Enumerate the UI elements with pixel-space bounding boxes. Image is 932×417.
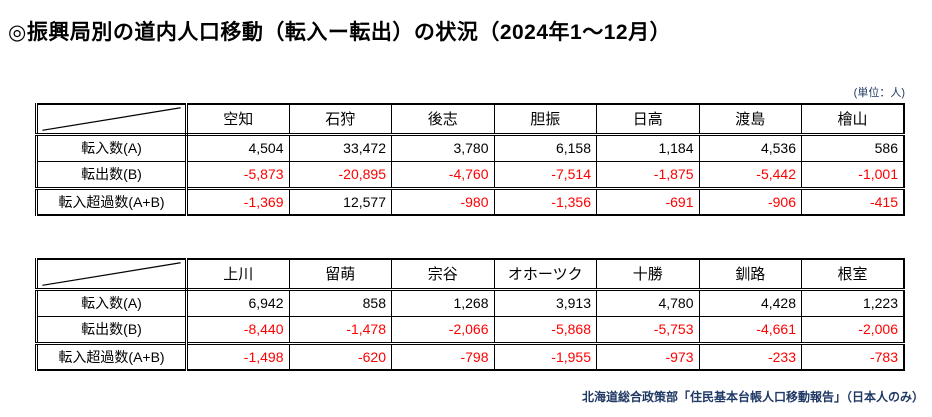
value-cell: -233 (698, 341, 802, 371)
value-cell: 3,780 (391, 133, 495, 162)
header-row: 空知 石狩 後志 胆振 日高 渡島 檜山 (36, 103, 905, 136)
column-header: 釧路 (698, 258, 802, 291)
value-cell: -783 (801, 341, 905, 371)
value-cell: -973 (596, 341, 700, 371)
table-row: 転入数(A) 4,504 33,472 3,780 6,158 1,184 4,536 586 (36, 133, 905, 162)
column-header: 渡島 (698, 103, 802, 136)
value-cell: -5,442 (698, 160, 802, 189)
value-cell: 4,536 (698, 133, 802, 162)
value-cell: 4,780 (596, 288, 700, 317)
column-header: 後志 (391, 103, 495, 136)
value-cell: 586 (801, 133, 905, 162)
value-cell: 33,472 (288, 133, 392, 162)
value-cell: -798 (391, 341, 495, 371)
value-cell: -4,661 (698, 315, 802, 344)
value-cell: -1,369 (186, 186, 290, 216)
value-cell: -8,440 (186, 315, 290, 344)
column-header: オホーツク (493, 258, 597, 291)
table-container-1: 空知 石狩 後志 胆振 日高 渡島 檜山 転入数(A) 4,504 33,472 3,780 6,1… (35, 103, 905, 216)
value-cell: -415 (801, 186, 905, 216)
value-cell: -7,514 (493, 160, 597, 189)
column-header: 上川 (186, 258, 290, 291)
row-header: 転出数(B) (36, 315, 188, 344)
table-row: 転入超過数(A+B) -1,498 -620 -798 -1,955 -973 -233 -7… (36, 341, 905, 371)
header-row: 上川 留萌 宗谷 オホーツク 十勝 釧路 根室 (36, 258, 905, 291)
value-cell: -20,895 (288, 160, 392, 189)
diagonal-line-icon (38, 105, 185, 133)
value-cell: 6,158 (493, 133, 597, 162)
value-cell: 3,913 (493, 288, 597, 317)
row-header: 転入超過数(A+B) (36, 341, 188, 371)
column-header: 胆振 (493, 103, 597, 136)
table-row: 転入超過数(A+B) -1,369 12,577 -980 -1,356 -691 -906… (36, 186, 905, 216)
table-row: 転出数(B) -8,440 -1,478 -2,066 -5,868 -5,753 -4,6… (36, 315, 905, 344)
population-table-2: 上川 留萌 宗谷 オホーツク 十勝 釧路 根室 転入数(A) 6,942 858 1,268 3,9… (35, 258, 905, 371)
value-cell: -2,066 (391, 315, 495, 344)
value-cell: 1,184 (596, 133, 700, 162)
population-table-1: 空知 石狩 後志 胆振 日高 渡島 檜山 転入数(A) 4,504 33,472 3,780 6,1… (35, 103, 905, 216)
value-cell: -5,753 (596, 315, 700, 344)
page-title: ◎振興局別の道内人口移動（転入ー転出）の状況（2024年1～12月） (8, 21, 672, 44)
row-header: 転入超過数(A+B) (36, 186, 188, 216)
value-cell: -1,498 (186, 341, 290, 371)
value-cell: 858 (288, 288, 392, 317)
diagonal-line-icon (38, 260, 185, 288)
table-row: 転入数(A) 6,942 858 1,268 3,913 4,780 4,428 1,223 (36, 288, 905, 317)
diagonal-header-cell (36, 258, 188, 291)
column-header: 根室 (801, 258, 905, 291)
value-cell: -5,868 (493, 315, 597, 344)
value-cell: -4,760 (391, 160, 495, 189)
table-row: 転出数(B) -5,873 -20,895 -4,760 -7,514 -1,875 -5,… (36, 160, 905, 189)
value-cell: 4,428 (698, 288, 802, 317)
value-cell: -691 (596, 186, 700, 216)
value-cell: 12,577 (288, 186, 392, 216)
value-cell: -1,001 (801, 160, 905, 189)
value-cell: -1,356 (493, 186, 597, 216)
value-cell: 1,268 (391, 288, 495, 317)
table-container-2: 上川 留萌 宗谷 オホーツク 十勝 釧路 根室 転入数(A) 6,942 858 1,268 3,9… (35, 258, 905, 371)
value-cell: -620 (288, 341, 392, 371)
column-header: 檜山 (801, 103, 905, 136)
row-header: 転入数(A) (36, 288, 188, 317)
value-cell: 1,223 (801, 288, 905, 317)
row-header: 転入数(A) (36, 133, 188, 162)
value-cell: -1,875 (596, 160, 700, 189)
value-cell: -2,006 (801, 315, 905, 344)
column-header: 石狩 (288, 103, 392, 136)
value-cell: -906 (698, 186, 802, 216)
column-header: 留萌 (288, 258, 392, 291)
column-header: 日高 (596, 103, 700, 136)
diagonal-header-cell (36, 103, 188, 136)
column-header: 空知 (186, 103, 290, 136)
row-header: 転出数(B) (36, 160, 188, 189)
value-cell: -5,873 (186, 160, 290, 189)
value-cell: -1,478 (288, 315, 392, 344)
unit-label: (単位：人) (853, 87, 905, 99)
value-cell: -1,955 (493, 341, 597, 371)
column-header: 十勝 (596, 258, 700, 291)
source-note: 北海道総合政策部「住民基本台帳人口移動報告」（日本人のみ） (581, 390, 924, 404)
value-cell: 6,942 (186, 288, 290, 317)
column-header: 宗谷 (391, 258, 495, 291)
value-cell: -980 (391, 186, 495, 216)
value-cell: 4,504 (186, 133, 290, 162)
